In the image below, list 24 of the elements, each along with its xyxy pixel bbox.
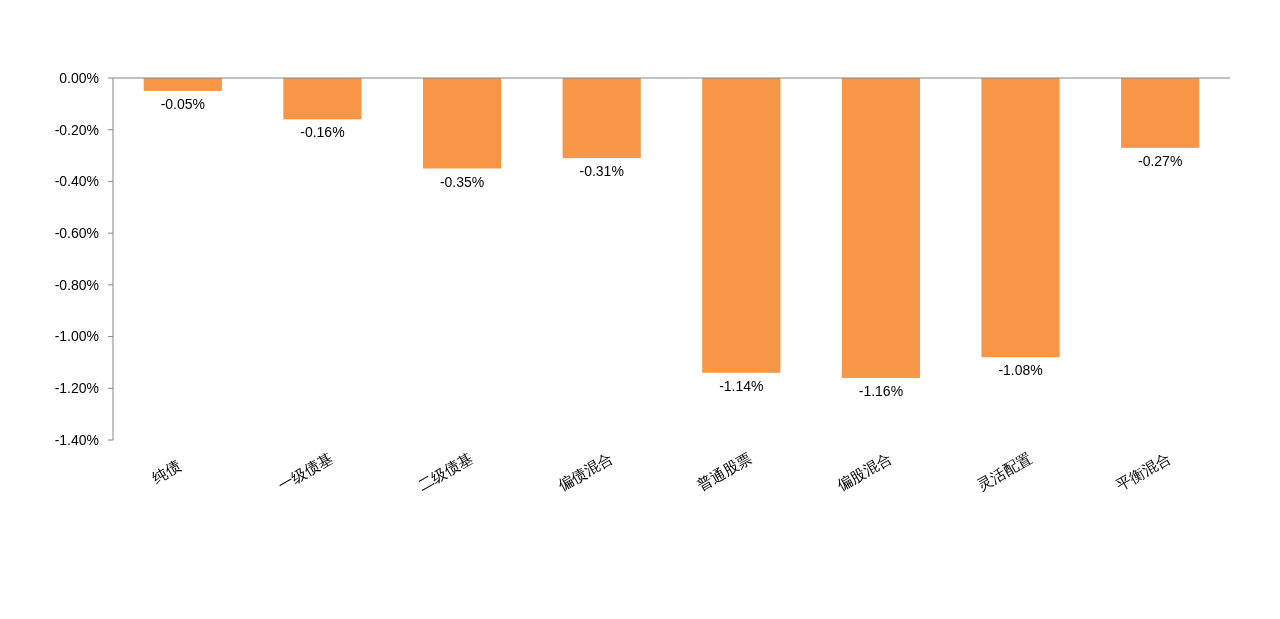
x-tick-label: 二级债基: [415, 448, 476, 494]
data-label: -1.08%: [998, 362, 1043, 379]
data-label: -0.27%: [1138, 152, 1183, 169]
x-tick-label: 一级债基: [275, 448, 336, 494]
y-tick-label: -1.00%: [54, 328, 99, 345]
x-tick-label: 平衡混合: [1113, 448, 1174, 494]
y-tick-label: -0.40%: [54, 173, 99, 190]
x-tick-label: 偏债混合: [554, 448, 616, 494]
y-tick-label: -0.80%: [54, 276, 99, 293]
x-tick-label: 偏股混合: [833, 448, 895, 494]
x-tick-label: 纯债: [148, 456, 184, 487]
data-label: -0.31%: [579, 163, 624, 180]
data-label: -1.14%: [719, 377, 764, 394]
y-tick-label: 0.00%: [59, 69, 99, 86]
data-label: -0.35%: [439, 173, 485, 190]
y-tick-label: -1.20%: [54, 380, 99, 397]
y-tick-label: -0.60%: [54, 225, 99, 242]
y-tick-label: -1.40%: [54, 431, 99, 448]
y-tick-label: -0.20%: [54, 121, 99, 138]
data-label: -1.16%: [858, 382, 904, 399]
x-tick-label: 灵活配置: [973, 448, 1035, 494]
data-label: -0.05%: [160, 95, 205, 112]
data-label: -0.16%: [300, 124, 345, 141]
x-tick-label: 普通股票: [694, 448, 755, 494]
